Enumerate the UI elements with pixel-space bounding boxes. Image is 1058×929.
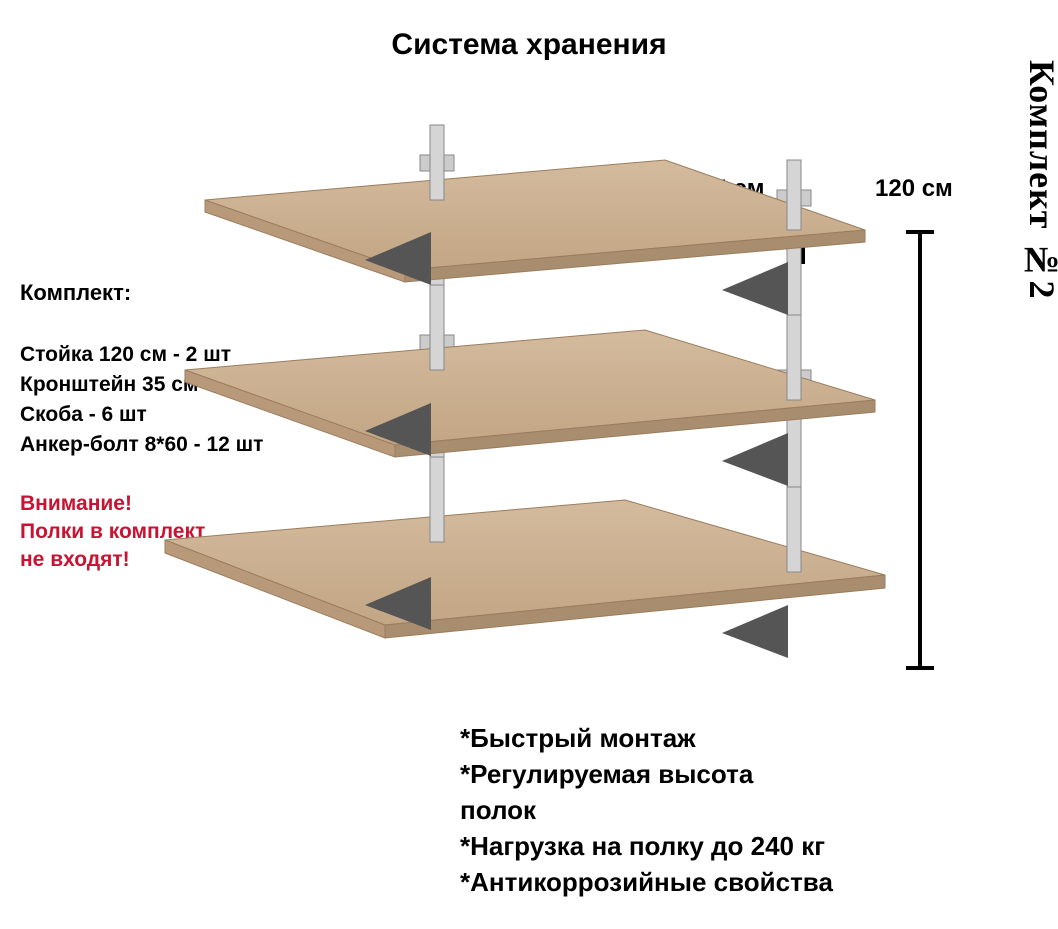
kit-name-vertical: Комплект №2 <box>1021 60 1058 300</box>
feature-line: полок <box>460 792 833 828</box>
feature-line: *Быстрый монтаж <box>460 720 833 756</box>
feature-line: *Антикоррозийные свойства <box>460 864 833 900</box>
kit-heading: Комплект: <box>20 280 131 306</box>
features-list: *Быстрый монтаж *Регулируемая высота пол… <box>460 720 833 900</box>
feature-line: *Регулируемая высота <box>460 756 833 792</box>
page-title: Система хранения <box>0 28 1058 62</box>
shelf-diagram <box>145 100 915 680</box>
height-bracket <box>918 230 922 670</box>
shelf-middle <box>185 330 875 486</box>
shelf-bottom <box>165 500 885 658</box>
feature-line: *Нагрузка на полку до 240 кг <box>460 828 833 864</box>
shelf-top <box>205 160 865 315</box>
